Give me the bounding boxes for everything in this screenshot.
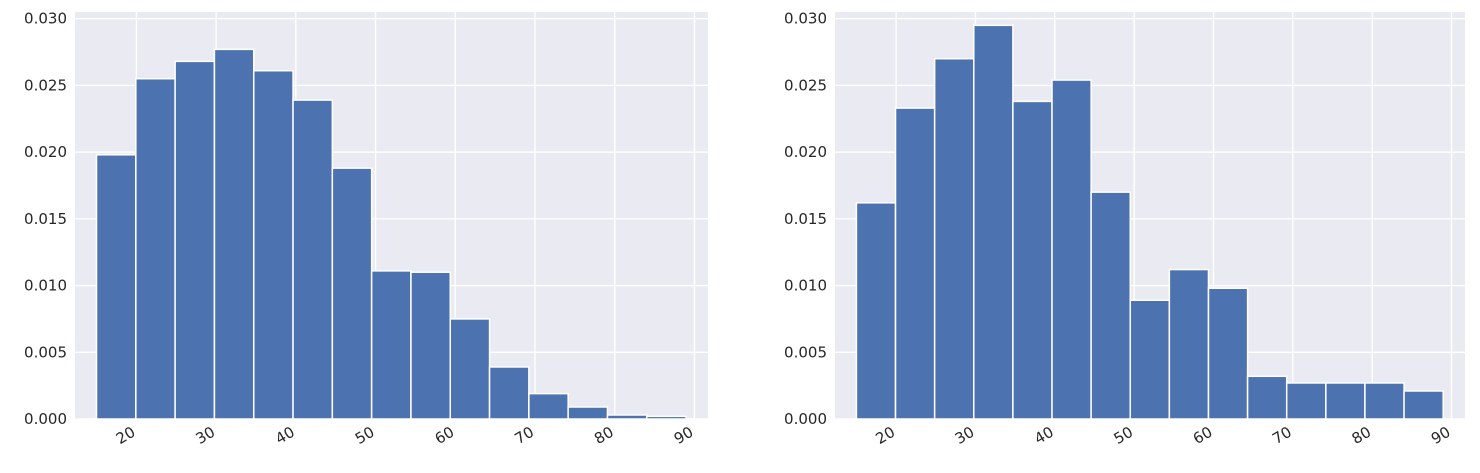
- x-tick-label: 40: [272, 423, 298, 448]
- histogram-bar: [449, 318, 491, 420]
- y-tick-label: 0.005: [24, 343, 67, 361]
- histogram-bar: [1051, 79, 1092, 420]
- histogram-bar: [1207, 287, 1249, 420]
- x-tick-label: 90: [1428, 423, 1454, 448]
- histogram-bar: [933, 57, 975, 420]
- histogram-bar: [973, 24, 1014, 420]
- x-tick-label: 70: [511, 423, 537, 448]
- histogram-panel-2: 0.000 0.005 0.010 0.015 0.020 0.025 0.030 20 30 4…: [784, 10, 1465, 448]
- x-tick-label: 50: [1111, 423, 1137, 448]
- y-tick-label: 0.000: [784, 410, 827, 428]
- histogram-bar: [1168, 268, 1210, 420]
- histogram-bar: [252, 69, 294, 420]
- y-tick-label: 0.005: [784, 343, 827, 361]
- y-tick-label: 0.030: [784, 10, 827, 28]
- x-tick-label: 40: [1031, 423, 1057, 448]
- histogram-panel-1: 0.000 0.005 0.010 0.015 0.020 0.025 0.030 20 30 4…: [24, 10, 708, 448]
- y-tick-label: 0.030: [24, 10, 67, 28]
- histogram-bar: [174, 60, 216, 420]
- histogram-bar: [528, 392, 569, 420]
- x-tick-label: 30: [952, 423, 978, 448]
- histogram-bar: [135, 77, 176, 420]
- histogram-bar: [1012, 100, 1053, 420]
- histogram-bar: [1285, 382, 1327, 420]
- histogram-bar: [894, 107, 936, 420]
- histogram-bar: [410, 271, 452, 420]
- x-tick-label: 70: [1269, 423, 1295, 448]
- histogram-bar: [567, 406, 609, 420]
- histogram-bars: [95, 48, 687, 420]
- x-tick-label: 20: [873, 423, 899, 448]
- histogram-bar: [606, 414, 648, 420]
- y-tick-label: 0.015: [24, 210, 67, 228]
- y-tick-label: 0.025: [784, 76, 827, 94]
- histogram-bar: [1325, 382, 1366, 420]
- x-tick-label: 20: [113, 423, 139, 448]
- y-tick-label: 0.020: [784, 143, 827, 161]
- x-tick-label: 80: [1349, 423, 1375, 448]
- histogram-bar: [292, 99, 334, 420]
- y-tick-label: 0.025: [24, 76, 67, 94]
- histogram-bar: [213, 48, 255, 420]
- x-tick-label: 80: [591, 423, 617, 448]
- histogram-bars: [855, 24, 1444, 420]
- histogram-bar: [855, 202, 897, 420]
- histogram-bar: [1129, 299, 1171, 420]
- x-tick-label: 60: [432, 423, 458, 448]
- histogram-bar: [331, 167, 373, 420]
- y-tick-label: 0.015: [784, 210, 827, 228]
- y-tick-label: 0.020: [24, 143, 67, 161]
- histogram-bar: [370, 270, 412, 420]
- x-tick-label: 30: [193, 423, 219, 448]
- x-tick-label: 60: [1190, 423, 1216, 448]
- histogram-bar: [646, 415, 687, 420]
- x-tick-label: 50: [352, 423, 378, 448]
- histogram-bar: [488, 366, 530, 420]
- y-tick-label: 0.010: [784, 277, 827, 295]
- y-tick-label: 0.010: [24, 277, 67, 295]
- histogram-bar: [1246, 375, 1288, 420]
- histogram-bar: [1403, 390, 1444, 420]
- y-tick-label: 0.000: [24, 410, 67, 428]
- x-tick-label: 90: [671, 423, 697, 448]
- histogram-bar: [1090, 191, 1131, 420]
- histogram-bar: [95, 154, 137, 420]
- histogram-bar: [1364, 382, 1405, 420]
